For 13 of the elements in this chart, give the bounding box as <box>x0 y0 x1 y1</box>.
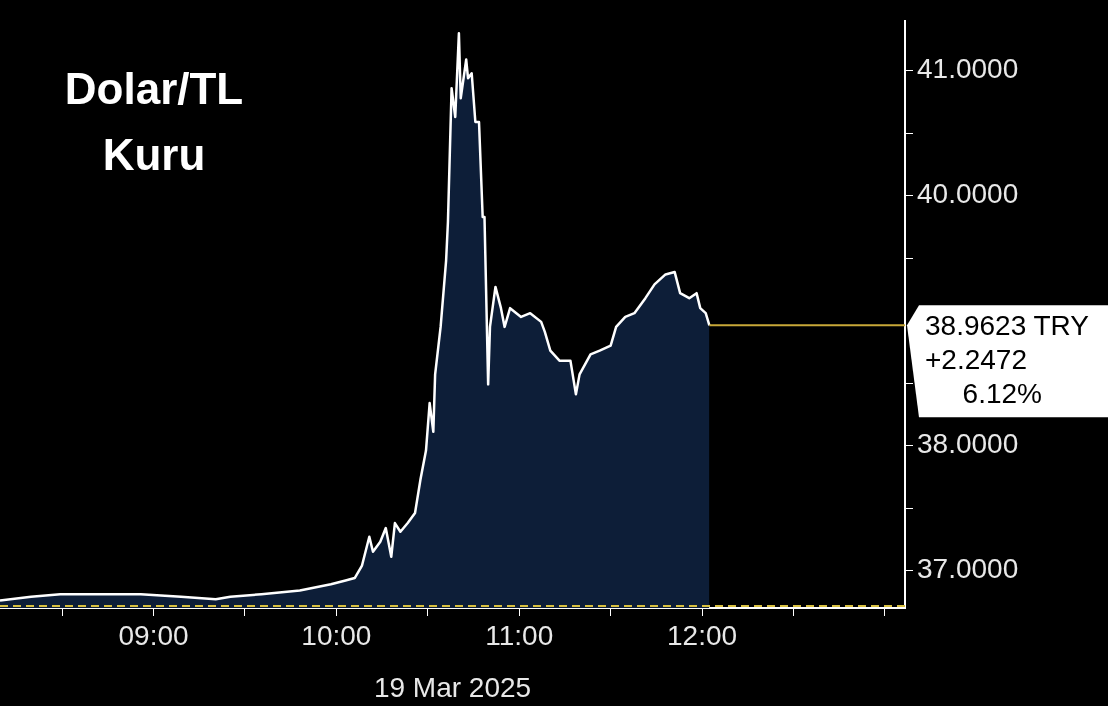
x-tick-label: 11:00 <box>485 619 554 651</box>
text: 6.12% <box>962 378 1042 410</box>
y-tick-label: 38.0000 <box>917 428 1019 460</box>
x-tick-label: 10:00 <box>301 619 372 651</box>
text: +2.2472 <box>925 344 1027 376</box>
x-tick-label: 09:00 <box>118 619 189 651</box>
text: Dolar/TL Kuru <box>64 64 244 180</box>
y-tick-label: 37.0000 <box>917 553 1019 585</box>
x-tick-label: 12:00 <box>667 619 738 651</box>
ref-line-label: 38.9623 TRY <box>925 310 1090 342</box>
y-tick-label: 41.0000 <box>917 53 1019 85</box>
y-tick-label: 40.0000 <box>917 178 1019 210</box>
x-axis-title: 19 Mar 2025 <box>373 671 532 703</box>
